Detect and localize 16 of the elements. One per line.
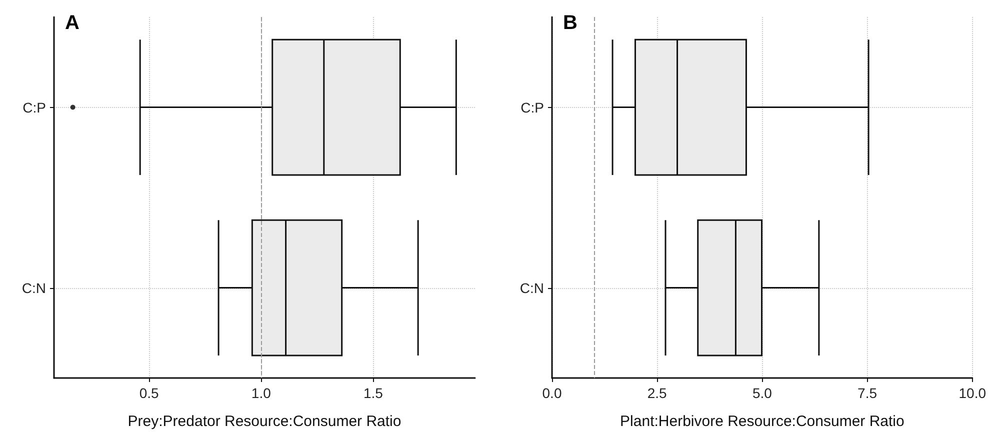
y-tick-label: C:N: [22, 280, 46, 296]
x-tick-label: 1.5: [363, 385, 384, 401]
x-axis-title: Plant:Herbivore Resource:Consumer Ratio: [620, 413, 904, 430]
x-tick-label: 1.0: [251, 385, 272, 401]
y-tick-label: C:P: [520, 99, 544, 116]
x-tick-label: 0.5: [139, 385, 159, 401]
chart-title: B: [563, 12, 578, 34]
x-tick-label: 10.0: [958, 385, 986, 401]
x-tick-label: 7.5: [858, 385, 878, 401]
y-tick-label: C:P: [22, 99, 46, 116]
chart-title: A: [65, 12, 80, 34]
x-tick-label: 2.5: [647, 385, 668, 401]
y-tick-label: C:N: [520, 280, 544, 296]
x-axis-title: Prey:Predator Resource:Consumer Ratio: [128, 413, 402, 430]
x-tick-label: 5.0: [752, 385, 772, 401]
x-tick-label: 0.0: [542, 385, 562, 401]
